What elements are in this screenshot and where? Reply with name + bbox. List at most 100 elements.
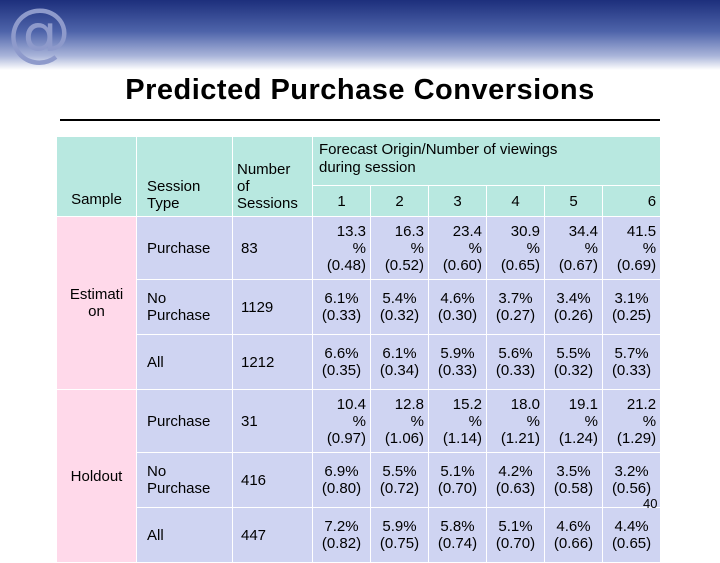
conversion-value-line: (0.60) (442, 256, 482, 274)
conversion-value-line: (0.30) (437, 307, 478, 324)
header-col-2: 2 (370, 185, 429, 217)
conversion-value-line: (0.27) (495, 307, 536, 324)
session-type-line: No (147, 290, 167, 307)
sample-label-line: Holdout (70, 467, 123, 485)
conversion-value-line: 5.6% (498, 345, 533, 362)
header-forecast-line: during session (319, 159, 416, 176)
conversion-value-line: % (584, 412, 598, 430)
conversion-value-cell: 3.1% (0.25) (601, 279, 662, 335)
sessions-count-cell: 416 (232, 452, 313, 508)
table-row: Estimati on Purchase 83 13.3% (0.48) 16.3% (0.5… (56, 216, 662, 390)
conversion-value-line: % (526, 412, 540, 430)
header-session-type: Session Type (136, 136, 233, 217)
conversion-value-line: (0.33) (437, 362, 478, 379)
session-type-cell: Purchase (136, 216, 233, 280)
conversion-value-line: (0.25) (611, 307, 652, 324)
conversion-value-line: (0.67) (558, 256, 598, 274)
conversion-value-line: 4.6% (556, 518, 591, 535)
sessions-count-cell: 83 (232, 216, 313, 280)
conversion-value-line: (1.06) (384, 429, 424, 447)
header-col-3: 3 (428, 185, 487, 217)
conversion-value-line: (0.82) (321, 535, 362, 552)
conversion-value-line: 41.5 (626, 222, 657, 240)
conversion-value-line: (0.32) (379, 307, 420, 324)
conversion-value-line: 5.7% (614, 345, 649, 362)
conversion-value-line: % (410, 239, 424, 257)
conversion-value-line: 13.3 (336, 222, 366, 240)
conversion-value-line: 5.5% (382, 463, 417, 480)
session-type-cell: No Purchase (136, 279, 233, 335)
conversion-value-line: (0.33) (495, 362, 536, 379)
conversion-value-line: (0.69) (616, 256, 657, 274)
conversion-value-cell: 4.4% (0.65) (601, 507, 662, 563)
conversion-value-cell: 5.1% (0.70) (486, 507, 545, 563)
conversion-value-cell: 6.9% (0.80) (312, 452, 371, 508)
conversion-value-line: % (468, 239, 482, 257)
conversion-value-cell: 21.2% (1.29) (601, 389, 662, 453)
header-session-type-line: Session (147, 178, 201, 195)
conversion-value-cell: 4.6% (0.30) (428, 279, 487, 335)
conversion-value-cell: 6.1% (0.34) (370, 334, 429, 390)
conversion-value-line: (0.35) (321, 362, 362, 379)
conversion-value-line: 6.1% (324, 290, 359, 307)
session-type-cell: All (136, 334, 233, 390)
conversion-value-line: % (642, 412, 657, 430)
header-forecast-line: Forecast Origin/Number of viewings (319, 141, 558, 158)
header-number-of-sessions: Number of Sessions (232, 136, 313, 217)
conversion-value-line: % (526, 239, 540, 257)
conversion-value-line: (0.32) (553, 362, 594, 379)
conversion-value-line: 3.5% (556, 463, 591, 480)
conversion-value-line: (0.65) (500, 256, 540, 274)
session-type-line: No (147, 463, 167, 480)
sample-label-line: Estimati (69, 286, 124, 303)
conversion-value-line: 5.1% (498, 518, 533, 535)
conversion-value-line: % (468, 412, 482, 430)
sample-label-line: on (88, 303, 105, 320)
at-sign-logo-icon: @ (7, 0, 71, 70)
conversion-value-cell: 15.2% (1.14) (428, 389, 487, 453)
conversion-value-cell: 3.7% (0.27) (486, 279, 545, 335)
conversion-value-line: 3.1% (614, 290, 649, 307)
conversion-value-line: % (410, 412, 424, 430)
conversion-value-cell: 19.1% (1.24) (544, 389, 603, 453)
conversion-value-cell: 3.5% (0.58) (544, 452, 603, 508)
conversion-value-cell: 3.2% (0.56) (601, 452, 662, 508)
session-type-line: Purchase (147, 412, 211, 430)
header-number-line: Sessions (237, 195, 298, 212)
session-type-line: Purchase (147, 307, 211, 324)
conversion-value-cell: 5.6% (0.33) (486, 334, 545, 390)
conversion-value-cell: 30.9% (0.65) (486, 216, 545, 280)
sessions-count-cell: 1129 (232, 279, 313, 335)
conversion-value-line: 5.1% (440, 463, 475, 480)
conversion-value-cell: 5.1% (0.70) (428, 452, 487, 508)
conversion-value-line: 6.6% (324, 345, 359, 362)
conversion-value-line: (0.33) (611, 362, 652, 379)
header-sample: Sample (56, 136, 137, 217)
conversion-value-cell: 4.2% (0.63) (486, 452, 545, 508)
conversion-value-cell: 13.3% (0.48) (312, 216, 371, 280)
conversion-value-line: (0.72) (379, 480, 420, 497)
conversion-value-line: 30.9 (510, 222, 540, 240)
conversion-value-line: 5.5% (556, 345, 591, 362)
conversion-value-cell: 6.6% (0.35) (312, 334, 371, 390)
conversion-value-line: 4.2% (498, 463, 533, 480)
conversion-value-cell: 6.1% (0.33) (312, 279, 371, 335)
conversion-value-line: 12.8 (394, 395, 424, 413)
header-banner: @ (0, 0, 720, 70)
session-type-cell: No Purchase (136, 452, 233, 508)
conversion-value-line: 23.4 (452, 222, 482, 240)
conversion-value-line: (1.24) (558, 429, 598, 447)
conversion-value-line: (0.70) (495, 535, 536, 552)
header-number-line: of (237, 178, 250, 195)
conversion-value-line: 19.1 (568, 395, 598, 413)
title-underline (60, 119, 660, 121)
conversion-value-line: % (642, 239, 657, 257)
conversion-value-line: 6.9% (324, 463, 359, 480)
conversion-value-cell: 5.8% (0.74) (428, 507, 487, 563)
conversion-value-cell: 4.6% (0.66) (544, 507, 603, 563)
header-number-line: Number (237, 161, 291, 178)
conversion-value-line: (0.75) (379, 535, 420, 552)
conversion-value-line: (0.52) (384, 256, 424, 274)
conversion-value-line: (0.74) (437, 535, 478, 552)
